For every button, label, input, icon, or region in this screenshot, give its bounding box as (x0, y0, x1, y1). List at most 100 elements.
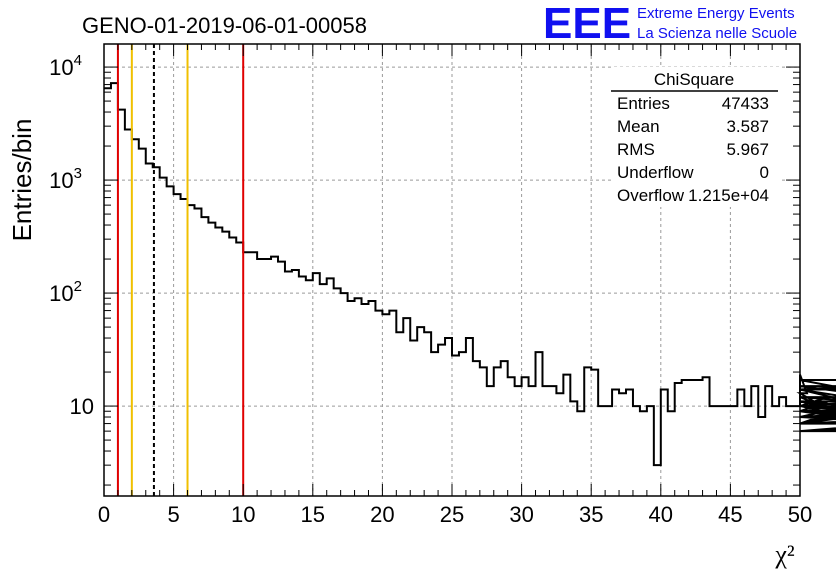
histogram-bin (181, 199, 188, 496)
histogram-bin (417, 327, 424, 496)
x-tick-label: 25 (440, 502, 464, 527)
histogram-bin (654, 465, 661, 496)
x-tick-label: 35 (579, 502, 603, 527)
stats-row-label: Entries (617, 94, 670, 113)
histogram-bin (640, 411, 647, 496)
histogram-bin (716, 406, 723, 496)
stats-box-title: ChiSquare (654, 70, 734, 89)
histogram-bin (758, 417, 765, 496)
histogram-bin (682, 380, 689, 496)
histogram-bin (737, 390, 744, 496)
histogram-bin (271, 257, 278, 496)
histogram-bin (703, 377, 710, 496)
stats-row-value: 0 (760, 163, 769, 182)
histogram-outline (104, 82, 836, 467)
histogram-bin (201, 217, 208, 496)
stats-box: ChiSquare Entries 47433 Mean 3.587 RMS 5.967 U… (611, 67, 779, 207)
histogram-bin (285, 272, 292, 496)
y-tick-label: 104 (49, 52, 82, 80)
histogram-bin (104, 88, 111, 496)
histogram-bin (125, 130, 132, 496)
x-tick-label: 20 (370, 502, 394, 527)
histogram-bin (327, 278, 334, 496)
histogram-bin (661, 390, 668, 496)
stats-row-value: 5.967 (726, 140, 769, 159)
histogram-bin (689, 380, 696, 496)
histogram-bin (473, 361, 480, 496)
histogram-bin (396, 332, 403, 496)
histogram-bin (480, 367, 487, 496)
histogram-bin (605, 406, 612, 496)
histogram-bin (299, 277, 306, 496)
histogram-bin (389, 311, 396, 496)
histogram-bin (626, 390, 633, 496)
histogram-bin (355, 298, 362, 496)
histogram-bin (313, 273, 320, 496)
histogram-bin (542, 386, 549, 496)
histogram-bin (208, 223, 215, 496)
histogram-bin (139, 149, 146, 496)
histogram-bin (744, 406, 751, 496)
histogram-bin (264, 259, 271, 496)
stats-row-value: 3.587 (726, 117, 769, 136)
chart-title: GENO-01-2019-06-01-00058 (82, 13, 367, 38)
histogram-bin (619, 393, 626, 496)
histogram-bin (118, 110, 125, 496)
histogram-bin (320, 284, 327, 496)
histogram-bin (250, 252, 257, 496)
histogram-bin (696, 380, 703, 496)
x-tick-label: 40 (649, 502, 673, 527)
histogram-bin (167, 186, 174, 496)
histogram-bin (765, 386, 772, 496)
histogram-bin (243, 252, 250, 496)
histogram-bin (403, 318, 410, 496)
histogram-bin (751, 386, 758, 496)
histogram-bin (549, 386, 556, 496)
y-tick-label: 103 (49, 165, 82, 193)
eee-logo-mark: EEE (543, 0, 631, 48)
stats-row-label: Overflow (617, 186, 685, 205)
histogram-bin (675, 383, 682, 496)
x-tick-label: 5 (167, 502, 179, 527)
histogram-bin (188, 205, 195, 496)
axes: 0 5 10 15 20 25 30 35 40 45 50 10 102 103 104 (49, 43, 812, 527)
y-tick-label: 10 (70, 394, 94, 419)
histogram-bin (222, 232, 229, 496)
histogram-bin (501, 361, 508, 496)
histogram-bin (710, 406, 717, 496)
y-tick-label: 102 (49, 278, 82, 306)
x-tick-label: 30 (509, 502, 533, 527)
x-tick-label: 45 (718, 502, 742, 527)
histogram-bin (341, 293, 348, 496)
histogram-bin (174, 194, 181, 496)
histogram-bin (362, 304, 369, 496)
histogram-bin (438, 345, 445, 496)
histogram-bin (368, 301, 375, 496)
histogram-bin (236, 243, 243, 496)
histogram-bin (584, 367, 591, 496)
histogram-bin (508, 377, 515, 496)
histogram-bin (132, 139, 139, 496)
histogram-bin (257, 259, 264, 496)
histogram-bin (215, 228, 222, 496)
stats-row-value: 47433 (722, 94, 769, 113)
histogram-bin (556, 393, 563, 496)
histogram-bin (612, 390, 619, 496)
histogram-bin (452, 356, 459, 496)
stats-row-label: Underflow (617, 163, 694, 182)
reference-lines (116, 44, 245, 496)
histogram-bin (292, 270, 299, 496)
stats-row-label: Mean (617, 117, 660, 136)
histogram-bin (146, 164, 153, 496)
histogram-bin (410, 341, 417, 496)
histogram-bin (536, 352, 543, 496)
x-tick-label: 10 (231, 502, 255, 527)
histogram-bin (522, 377, 529, 496)
histogram-bin (229, 238, 236, 496)
histogram-bin (515, 386, 522, 496)
histogram-bin (466, 338, 473, 496)
histogram-layer (104, 82, 836, 496)
histogram-bin (529, 386, 536, 496)
grid (104, 44, 800, 496)
histogram-bin (563, 375, 570, 496)
